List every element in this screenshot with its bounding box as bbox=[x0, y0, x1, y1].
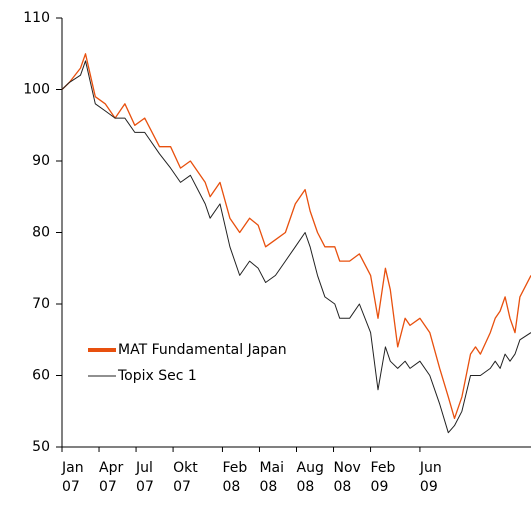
y-tick-label: 80 bbox=[32, 225, 50, 241]
x-tick-label: Jul 07 bbox=[136, 460, 154, 495]
y-tick-label: 50 bbox=[32, 439, 50, 455]
series-line bbox=[61, 60, 531, 434]
x-tick-label: Nov 08 bbox=[333, 460, 361, 495]
y-tick-label: 70 bbox=[32, 296, 50, 312]
x-tick-label: Aug 08 bbox=[296, 460, 324, 495]
y-tick-label: 110 bbox=[23, 10, 50, 26]
y-tick-label: 100 bbox=[23, 82, 50, 98]
x-tick-label: Jan 07 bbox=[62, 460, 84, 495]
x-tick-label: Feb 08 bbox=[222, 460, 248, 495]
legend-label: Topix Sec 1 bbox=[117, 368, 197, 384]
x-tick-label: Jun 09 bbox=[419, 460, 442, 495]
series-line bbox=[61, 53, 531, 420]
legend-label: MAT Fundamental Japan bbox=[118, 342, 287, 358]
x-tick-label: Mai 08 bbox=[259, 460, 285, 495]
x-tick-label: Apr 07 bbox=[99, 460, 124, 495]
y-tick-label: 60 bbox=[32, 368, 50, 384]
x-tick-label: Okt 07 bbox=[173, 460, 198, 495]
x-tick-label: Feb 09 bbox=[370, 460, 396, 495]
y-tick-label: 90 bbox=[32, 153, 50, 169]
